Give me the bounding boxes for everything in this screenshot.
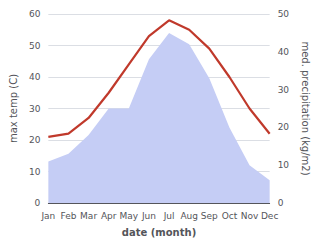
svg-text:Apr: Apr [101, 211, 117, 221]
svg-text:Feb: Feb [61, 211, 77, 221]
svg-text:0: 0 [35, 198, 41, 208]
svg-text:Aug: Aug [180, 211, 198, 221]
svg-text:40: 40 [278, 47, 290, 57]
svg-text:Sep: Sep [201, 211, 218, 221]
svg-text:Jan: Jan [40, 211, 55, 221]
svg-text:30: 30 [278, 85, 290, 95]
svg-text:Oct: Oct [222, 211, 238, 221]
svg-text:Dec: Dec [261, 211, 278, 221]
svg-text:date (month): date (month) [122, 227, 196, 238]
svg-text:60: 60 [29, 9, 41, 19]
svg-text:0: 0 [278, 198, 284, 208]
svg-text:Jun: Jun [141, 211, 156, 221]
svg-text:Mar: Mar [80, 211, 97, 221]
svg-text:10: 10 [29, 167, 41, 177]
svg-text:max temp (C): max temp (C) [8, 74, 19, 143]
svg-text:20: 20 [29, 135, 41, 145]
svg-text:med. precipitation (kg/m2): med. precipitation (kg/m2) [300, 41, 311, 175]
svg-text:20: 20 [278, 122, 290, 132]
svg-text:50: 50 [278, 9, 290, 19]
svg-text:30: 30 [29, 104, 41, 114]
svg-text:10: 10 [278, 160, 290, 170]
svg-text:40: 40 [29, 72, 41, 82]
svg-text:Jul: Jul [163, 211, 175, 221]
svg-text:Nov: Nov [241, 211, 259, 221]
svg-text:May: May [120, 211, 139, 221]
svg-text:50: 50 [29, 41, 41, 51]
